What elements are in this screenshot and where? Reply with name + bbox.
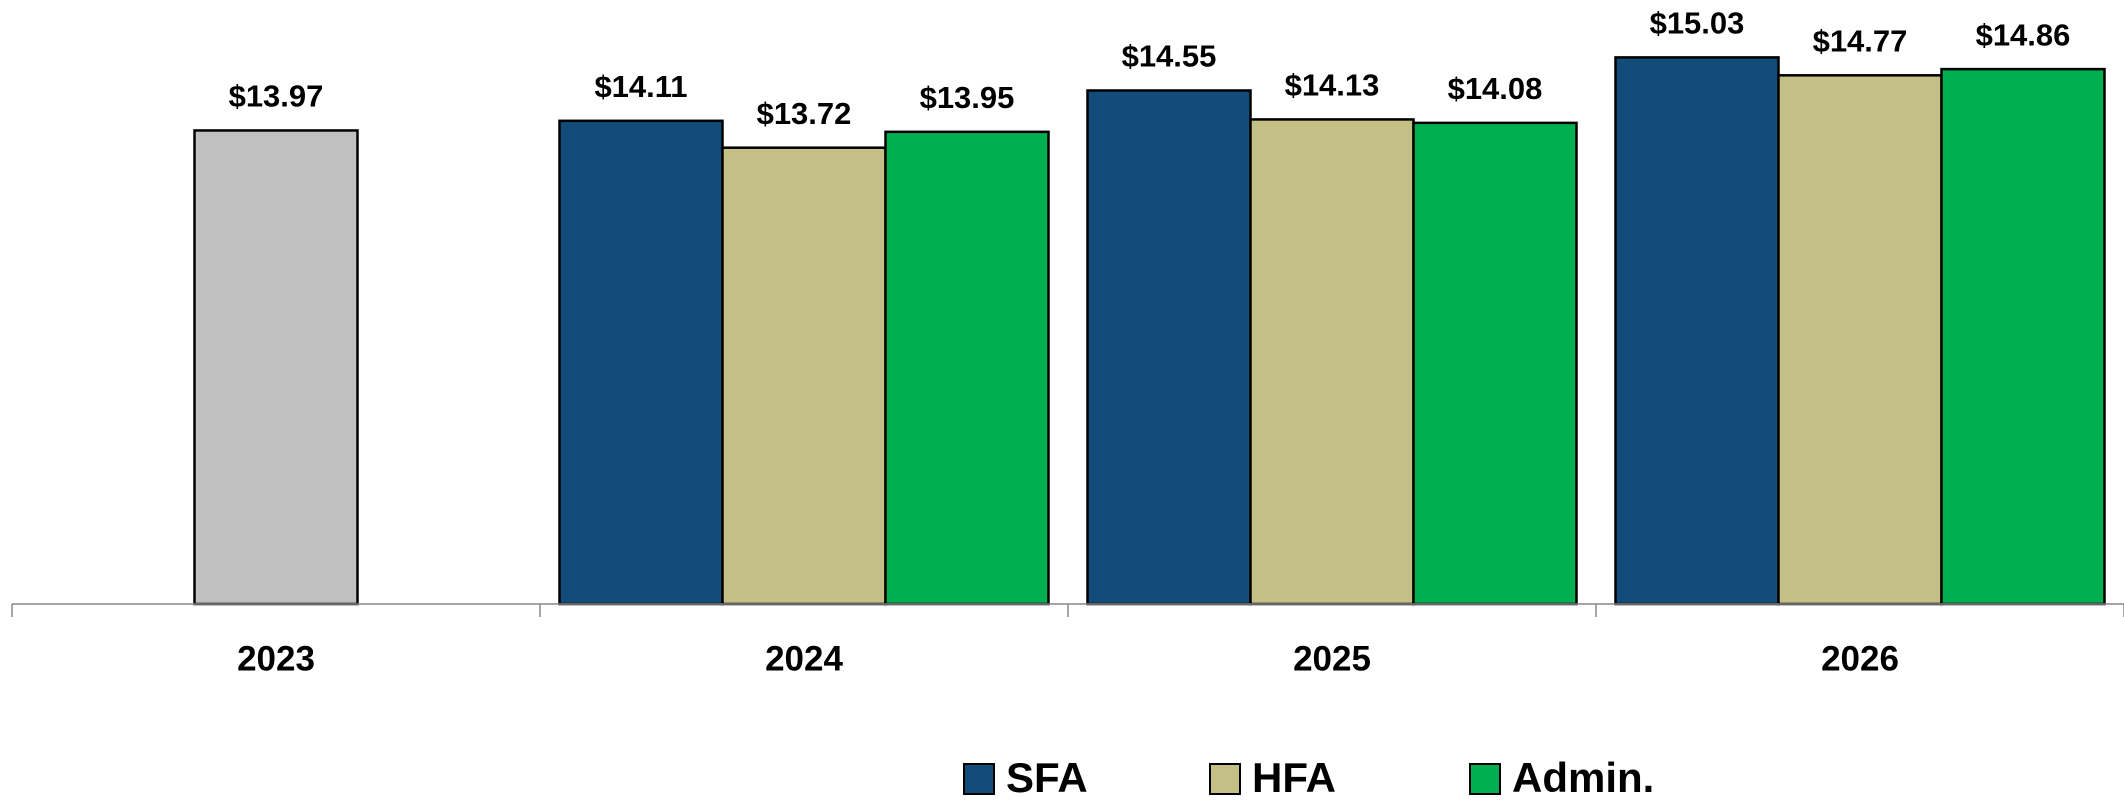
legend-swatch xyxy=(1469,763,1501,795)
x-tick-label: 2024 xyxy=(765,639,843,678)
legend-label: HFA xyxy=(1252,754,1336,801)
bar xyxy=(884,130,1050,606)
bar xyxy=(1412,121,1578,606)
bar xyxy=(1249,118,1415,606)
bar xyxy=(1086,89,1252,606)
data-label: $14.08 xyxy=(1448,71,1543,106)
data-label: $13.95 xyxy=(920,80,1015,115)
bar xyxy=(1777,74,1943,606)
data-label: $14.86 xyxy=(1976,17,2071,52)
legend-swatch xyxy=(1209,763,1241,795)
bar xyxy=(558,119,724,606)
legend-label: Admin. xyxy=(1512,754,1654,801)
x-tick-label: 2026 xyxy=(1821,639,1899,678)
data-label: $14.13 xyxy=(1285,68,1380,103)
data-label: $14.11 xyxy=(594,69,687,104)
data-label: $13.72 xyxy=(757,96,852,131)
bar xyxy=(1940,67,2106,606)
x-tick-label: 2023 xyxy=(237,639,315,678)
data-label: $14.77 xyxy=(1813,24,1908,59)
legend-swatch xyxy=(963,763,995,795)
bar xyxy=(193,129,359,606)
data-label: $15.03 xyxy=(1650,6,1745,41)
legend-label: SFA xyxy=(1006,754,1088,801)
data-label: $13.97 xyxy=(229,79,324,114)
bar xyxy=(721,146,887,606)
bar xyxy=(1614,56,1780,606)
x-tick-label: 2025 xyxy=(1293,639,1371,678)
data-label: $14.55 xyxy=(1122,39,1217,74)
